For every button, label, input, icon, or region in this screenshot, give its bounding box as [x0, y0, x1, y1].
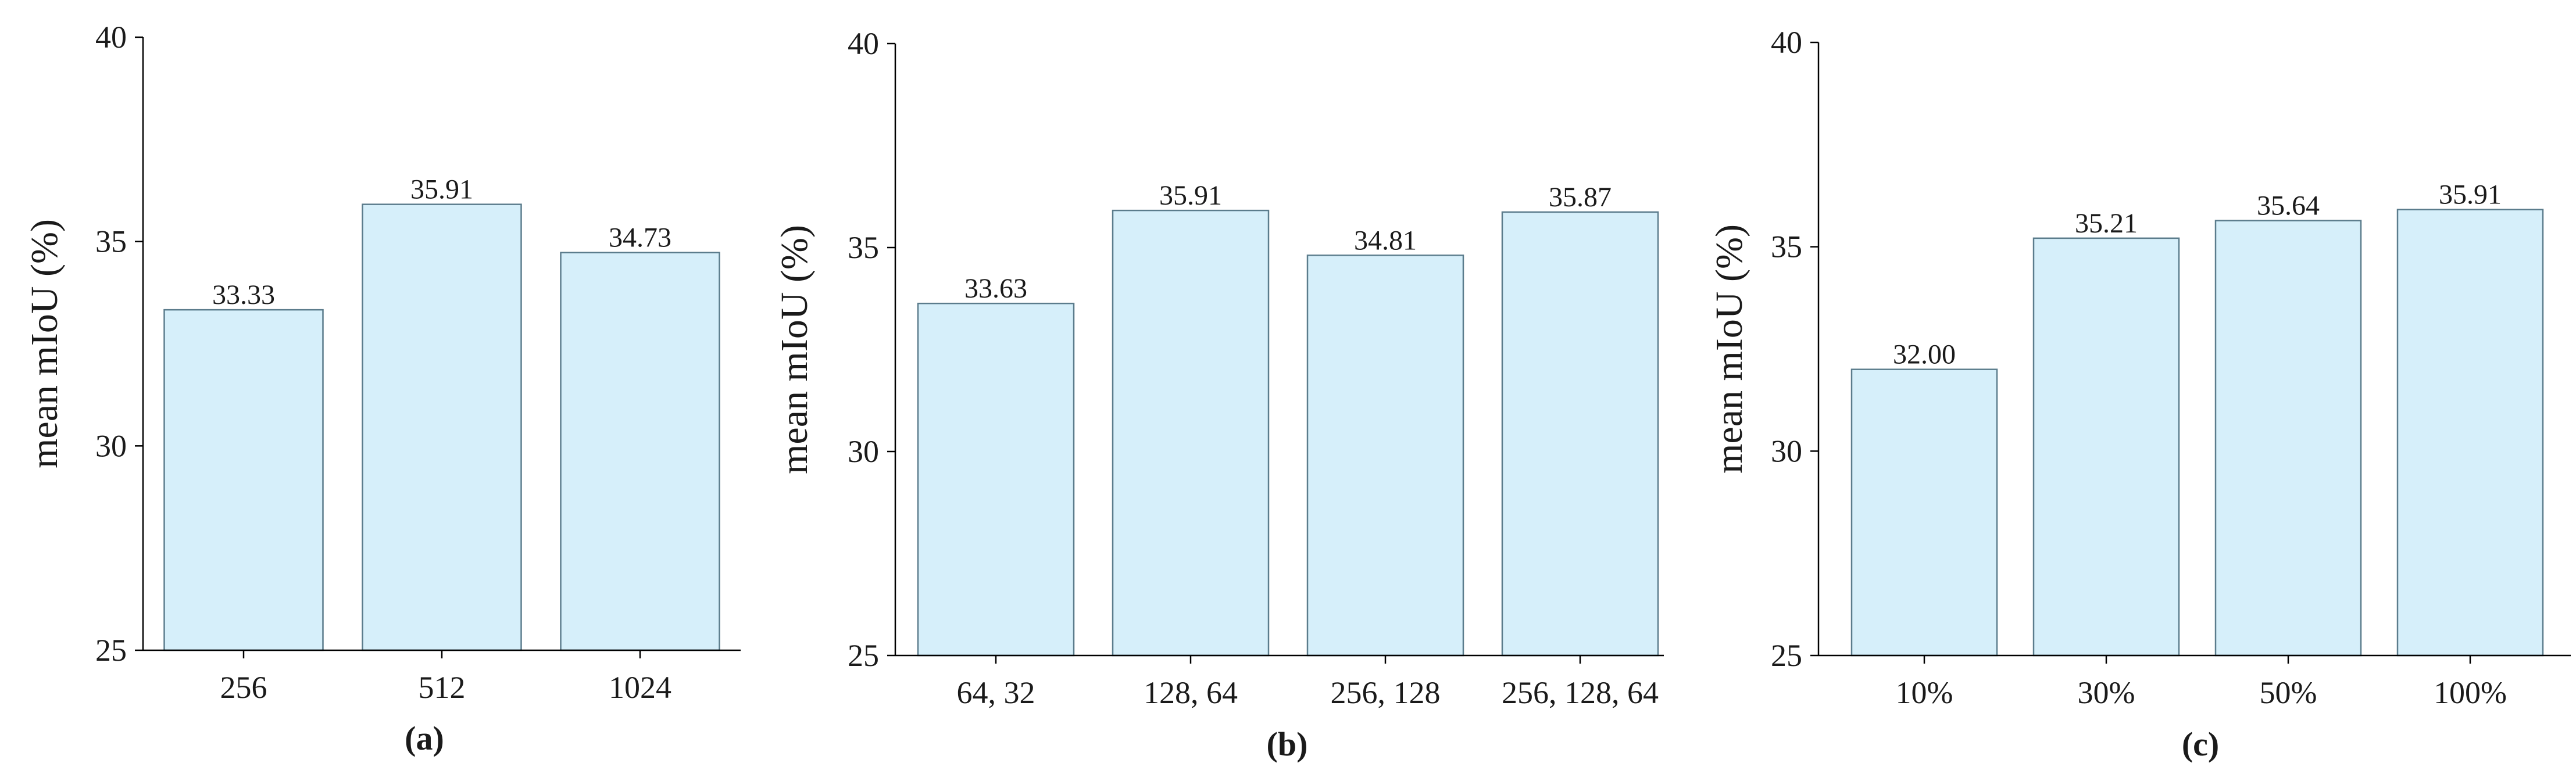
bar — [1850, 368, 1998, 657]
bar-value-label: 35.21 — [2075, 208, 2138, 239]
y-tick-label: 30 — [848, 434, 879, 469]
x-tick-label: 30% — [2078, 675, 2135, 710]
bar — [1501, 211, 1659, 657]
chart-panel-b: 33.63 64, 32 35.91 128, 64 34.81 256, 128 35.8… — [773, 26, 1664, 763]
y-axis-label: mean mIoU (%) — [23, 219, 66, 468]
y-tick-label: 25 — [95, 633, 127, 668]
x-tick-label: 256, 128, 64 — [1502, 675, 1659, 710]
x-tick-label: 512 — [419, 670, 466, 705]
y-axis-label: mean mIoU (%) — [773, 225, 816, 474]
y-tick-label: 40 — [848, 26, 879, 61]
bar-value-label: 35.91 — [2439, 180, 2502, 210]
y-tick-label: 35 — [1771, 230, 1802, 264]
x-tick-label: 64, 32 — [957, 675, 1035, 710]
bar — [1112, 209, 1270, 657]
x-tick-label: 10% — [1896, 675, 1953, 710]
bar — [2396, 209, 2544, 657]
bar-value-label: 35.87 — [1549, 182, 1612, 213]
y-tick-label: 35 — [848, 230, 879, 265]
panel-label: (c) — [2182, 725, 2219, 763]
y-tick-label: 30 — [1771, 434, 1802, 468]
chart-panel-c: 32.00 10% 35.21 30% 35.64 50% 35.91 100% 25 30 35 4… — [1708, 25, 2571, 763]
panel-label: (b) — [1267, 725, 1308, 763]
bar-value-label: 32.00 — [1893, 339, 1956, 370]
y-axis-label: mean mIoU (%) — [1708, 224, 1750, 474]
bar — [1306, 255, 1464, 657]
bar — [163, 309, 324, 651]
x-tick-label: 128, 64 — [1144, 675, 1238, 710]
y-tick-label: 35 — [95, 224, 127, 259]
x-tick-label: 1024 — [609, 670, 671, 705]
bar-value-label: 33.63 — [964, 273, 1027, 304]
bar — [2214, 220, 2362, 657]
y-tick-label: 40 — [1771, 25, 1802, 60]
x-tick-label: 100% — [2434, 675, 2507, 710]
bar-value-label: 34.73 — [609, 223, 671, 253]
bar-value-label: 35.91 — [1159, 180, 1222, 211]
bar — [2032, 237, 2180, 657]
bar — [362, 203, 522, 651]
bar — [917, 302, 1075, 657]
y-tick-label: 25 — [1771, 638, 1802, 673]
bar-value-label: 35.91 — [410, 174, 473, 205]
chart-panel-a: 33.33 256 35.91 512 34.73 1024 25 30 35 40 mean mI… — [23, 20, 741, 757]
bar-value-label: 34.81 — [1354, 225, 1417, 256]
x-tick-label: 50% — [2260, 675, 2317, 710]
y-tick-label: 25 — [848, 638, 879, 673]
y-tick-label: 30 — [95, 428, 127, 463]
x-tick-label: 256, 128 — [1331, 675, 1441, 710]
bar-value-label: 35.64 — [2257, 191, 2320, 221]
panel-label: (a) — [405, 719, 444, 757]
y-tick-label: 40 — [95, 20, 127, 55]
bar-value-label: 33.33 — [212, 280, 275, 310]
x-tick-label: 256 — [220, 670, 267, 705]
bar — [560, 252, 720, 651]
